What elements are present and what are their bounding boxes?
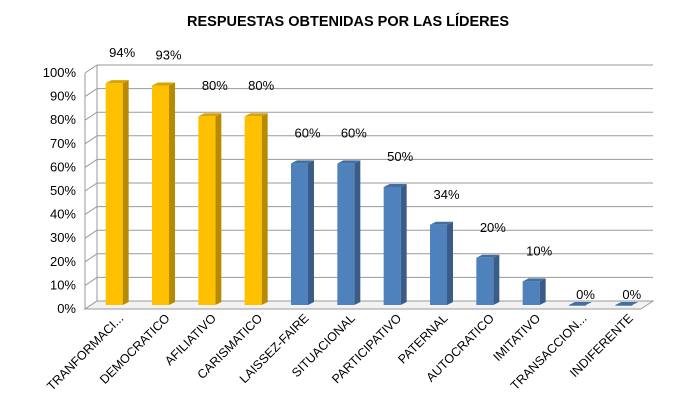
y-tick-label: 50% [50, 183, 76, 198]
gridline-side [84, 276, 98, 286]
y-tick-label: 100% [43, 65, 77, 80]
bar-side [354, 160, 361, 305]
gridline-side [84, 158, 98, 168]
bar-front [522, 281, 540, 305]
y-tick-label: 90% [50, 89, 76, 104]
bar-side [215, 113, 222, 305]
bar-top [476, 254, 500, 258]
bar-top [383, 184, 407, 187]
bar-front [569, 305, 586, 306]
bar-side [308, 160, 314, 305]
y-tick-label: 40% [50, 207, 76, 222]
data-label: 94% [109, 45, 135, 60]
bar-top [615, 302, 639, 305]
data-label: 80% [202, 78, 228, 93]
bar-top [291, 160, 314, 164]
bar-top [522, 278, 546, 282]
bar [337, 160, 361, 305]
bar-front [337, 163, 355, 305]
y-tick-label: 20% [50, 254, 76, 269]
x-category-label: TRANFORMACI... [44, 311, 126, 393]
bar-front [615, 305, 633, 306]
gridline-side [84, 229, 98, 239]
data-label: 93% [155, 48, 181, 63]
y-tick-label: 80% [50, 112, 76, 127]
data-label: 34% [433, 187, 459, 202]
chart-floor [83, 300, 655, 310]
bar [476, 254, 500, 305]
bar-front [291, 163, 308, 305]
bar-side [122, 80, 129, 305]
bar-front [383, 187, 401, 305]
y-tick-label: 60% [50, 159, 76, 174]
bar-top [152, 82, 175, 86]
bar [152, 82, 175, 306]
data-label: 20% [480, 220, 506, 235]
data-label: 0% [576, 287, 595, 302]
bar-side [169, 82, 175, 306]
data-label: 80% [248, 78, 274, 93]
bar-top [569, 302, 592, 305]
bar-front [430, 224, 447, 305]
gridline-side [84, 182, 98, 192]
bar-top [244, 113, 268, 117]
bar-front [152, 85, 169, 306]
bar-top [337, 160, 361, 164]
bar [383, 184, 407, 305]
data-label: 0% [622, 287, 641, 302]
data-label: 60% [294, 125, 320, 140]
bar-top [105, 80, 129, 84]
bar [244, 113, 268, 305]
bar-top [198, 113, 222, 117]
bar-side [447, 221, 453, 305]
bar-front [244, 116, 262, 305]
bar [569, 302, 592, 306]
plot-area: 0% 10% 20% 30% 40% 50% 60% 70% 80% 90% 100% 94% TRAN… [43, 45, 655, 393]
bar-side [261, 113, 268, 305]
y-tick-label: 70% [50, 136, 76, 151]
bar [522, 278, 546, 305]
bar-side [539, 278, 546, 305]
bar-side [493, 254, 500, 305]
data-label: 10% [526, 243, 552, 258]
gridline-side [84, 206, 98, 216]
bar [430, 221, 453, 305]
bar [615, 302, 639, 306]
bar [105, 80, 129, 305]
chart-title: RESPUESTAS OBTENIDAS POR LAS LÍDERES [187, 13, 509, 30]
y-tick-label: 0% [57, 301, 76, 316]
gridline-side [84, 64, 98, 74]
bar-front [198, 116, 216, 305]
bar [291, 160, 314, 305]
y-tick-label: 10% [50, 277, 76, 292]
data-label: 50% [387, 149, 413, 164]
data-label: 60% [341, 125, 367, 140]
gridline-side [84, 111, 98, 121]
y-tick-label: 30% [50, 230, 76, 245]
bar-side [400, 184, 407, 305]
bar [198, 113, 222, 305]
bar-front [476, 257, 494, 305]
bar-top [430, 221, 453, 225]
gridline-side [84, 88, 98, 98]
gridline-side [84, 135, 98, 145]
gridline-side [84, 253, 98, 263]
bar-front [105, 83, 123, 305]
